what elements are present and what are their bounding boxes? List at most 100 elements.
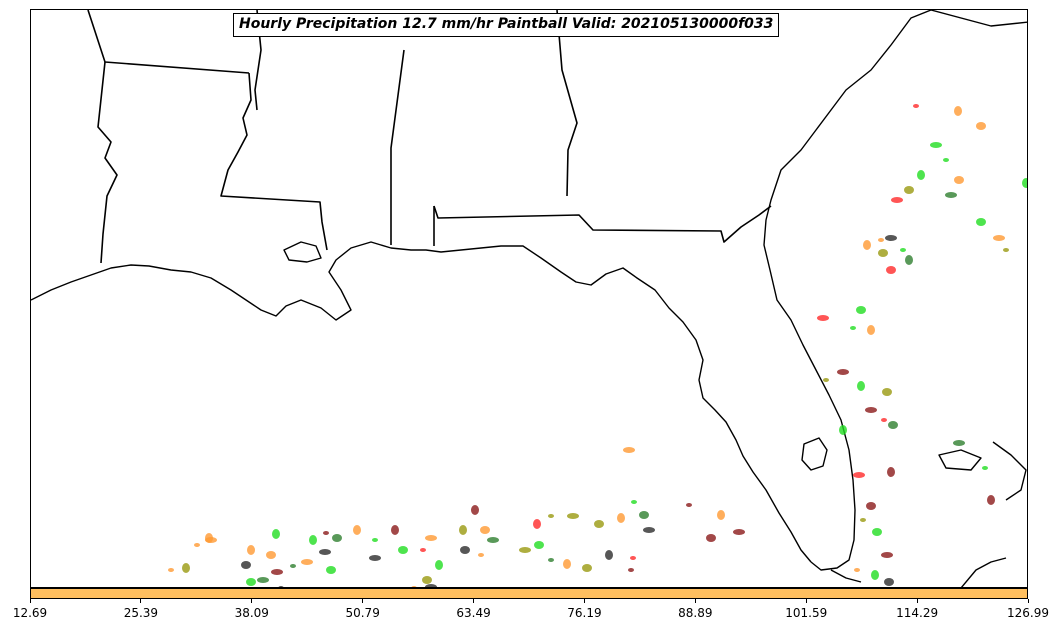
border-ms-river — [220, 72, 328, 251]
paintball-blob — [460, 546, 470, 554]
paintball-blob — [1022, 178, 1027, 188]
paintball-blob — [733, 529, 745, 535]
paintball-blob — [884, 578, 894, 586]
state-borders — [87, 10, 772, 264]
colorbar-tick-label: 38.09 — [234, 606, 269, 620]
map-title: Hourly Precipitation 12.7 mm/hr Paintbal… — [233, 13, 780, 37]
paintball-blob — [478, 553, 484, 557]
paintball-blob — [913, 104, 919, 108]
colorbar-tick-mark — [805, 599, 807, 603]
paintball-blob — [290, 564, 296, 568]
coast-atlantic — [763, 10, 1027, 571]
colorbar — [30, 588, 1028, 599]
paintball-blob — [487, 537, 499, 543]
paintball-blob — [881, 418, 887, 422]
paintball-blob — [856, 306, 866, 314]
colorbar-tick-label: 76.19 — [567, 606, 602, 620]
paintball-blob — [885, 235, 897, 241]
paintball-blob — [866, 502, 876, 510]
paintball-blob — [332, 534, 342, 542]
paintball-blob — [850, 326, 856, 330]
paintball-blob — [993, 235, 1005, 241]
paintball-blob — [301, 559, 313, 565]
paintball-blob — [706, 534, 716, 542]
colorbar-tick-label: 25.39 — [123, 606, 159, 620]
border-ar-la-ms — [87, 10, 250, 74]
paintball-blob — [533, 519, 541, 529]
paintball-blob — [422, 576, 432, 584]
map-panel — [30, 9, 1028, 588]
coast-cuba — [960, 557, 1007, 587]
coastline — [31, 10, 1027, 587]
paintball-blob — [480, 526, 490, 534]
coast-gulf-peninsula — [31, 241, 812, 563]
paintball-blob — [548, 558, 554, 562]
colorbar-tick-mark — [583, 599, 585, 603]
paintball-blob — [519, 547, 531, 553]
paintball-blob — [982, 466, 988, 470]
colorbar-tick-label: 101.59 — [785, 606, 828, 620]
paintball-blob — [459, 525, 467, 535]
border-fl-north — [433, 205, 772, 243]
paintball-blob — [594, 520, 604, 528]
paintball-blob — [628, 568, 634, 572]
paintball-blob — [425, 535, 437, 541]
paintball-blob — [837, 369, 849, 375]
colorbar-tick-mark — [694, 599, 696, 603]
paintball-blob — [563, 559, 571, 569]
paintball-blob — [867, 325, 875, 335]
border-ga-al — [556, 10, 578, 197]
paintball-blob — [863, 240, 871, 250]
colorbar-tick-mark — [362, 599, 364, 603]
paintball-blob — [319, 549, 331, 555]
paintball-blob — [1003, 248, 1009, 252]
paintball-blob — [272, 529, 280, 539]
colorbar-tick-mark — [140, 599, 142, 603]
paintball-blob — [839, 425, 847, 435]
colorbar-tick-label: 114.29 — [896, 606, 939, 620]
paintball-blob — [917, 170, 925, 180]
paintball-blob — [369, 555, 381, 561]
paintball-blob — [278, 586, 284, 587]
paintball-blob — [954, 176, 964, 184]
paintball-blob — [857, 381, 865, 391]
paintball-blob — [534, 541, 544, 549]
paintball-blob — [853, 472, 865, 478]
paintball-blob — [617, 513, 625, 523]
paintball-blob — [817, 315, 829, 321]
border-al-west — [390, 49, 405, 245]
paintball-blob — [391, 525, 399, 535]
paintball-blob — [860, 518, 866, 522]
paintball-blob — [471, 505, 479, 515]
paintball-blob — [881, 552, 893, 558]
paintball-blob — [605, 550, 613, 560]
paintball-blob — [987, 495, 995, 505]
paintball-blob — [854, 568, 860, 572]
paintball-blob — [266, 551, 276, 559]
coast-bahamas-a — [938, 449, 982, 471]
paintball-blob — [887, 467, 895, 477]
paintball-blob — [323, 531, 329, 535]
paintball-blob — [411, 586, 417, 587]
paintball-blob — [886, 266, 896, 274]
colorbar-tick-label: 88.89 — [678, 606, 713, 620]
paintball-blob — [247, 545, 255, 555]
paintball-blob — [353, 525, 361, 535]
paintball-blob — [398, 546, 408, 554]
paintball-blob — [878, 238, 884, 242]
colorbar-tick-mark — [1027, 599, 1029, 603]
paintball-blob — [257, 577, 269, 583]
paintball-blob — [420, 548, 426, 552]
paintball-blob — [686, 503, 692, 507]
paintball-blob — [168, 568, 174, 572]
paintball-blob — [872, 528, 882, 536]
colorbar-tick-mark — [29, 599, 31, 603]
paintball-blob — [905, 255, 913, 265]
paintball-blob — [582, 564, 592, 572]
colorbar-tick-label: 126.99 — [1007, 606, 1049, 620]
paintball-blob — [953, 440, 965, 446]
paintball-blob — [943, 158, 949, 162]
paintball-blob — [639, 511, 649, 519]
paintball-blob — [548, 514, 554, 518]
paintball-blob — [823, 378, 829, 382]
